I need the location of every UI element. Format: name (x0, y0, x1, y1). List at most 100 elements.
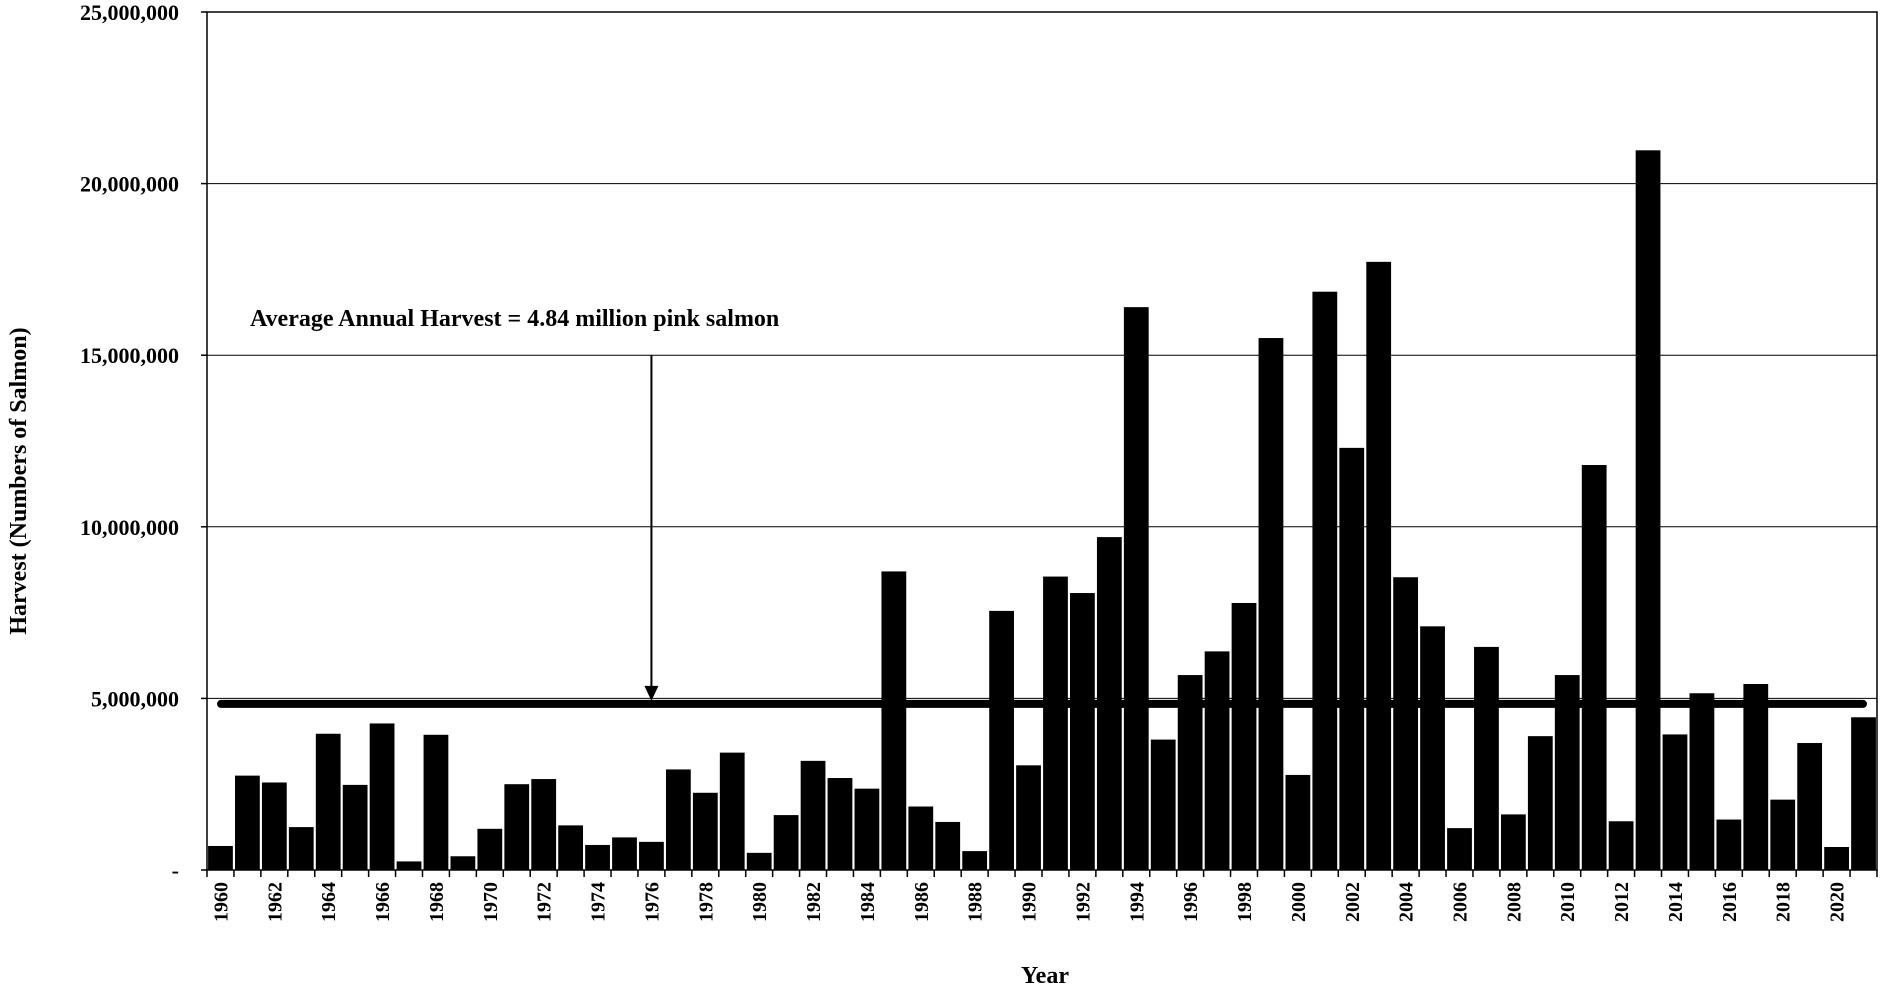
bar-2011 (1581, 465, 1607, 870)
bar-1979 (719, 752, 745, 870)
bar-1992 (1070, 593, 1095, 870)
bar-2021 (1851, 717, 1876, 870)
x-tick-label: 1980 (749, 882, 771, 922)
x-tick-label: 2020 (1827, 882, 1849, 922)
bar-2006 (1447, 828, 1472, 870)
bar-2012 (1608, 821, 1634, 870)
x-tick-label: 2014 (1665, 882, 1687, 922)
x-tick-label: 1974 (588, 882, 610, 922)
bar-1971 (504, 784, 530, 870)
x-tick-label: 2002 (1342, 882, 1364, 922)
y-axis-ticks: - 5,000,000 10,000,000 15,000,000 20,000,000… (80, 0, 207, 883)
bar-2007 (1474, 646, 1499, 870)
bar-1977 (665, 769, 691, 870)
y-tick-label: 10,000,000 (80, 515, 179, 540)
x-tick-label: 2010 (1557, 882, 1579, 922)
x-tick-label: 1984 (857, 882, 879, 922)
y-tick-label: 5,000,000 (91, 686, 179, 711)
y-tick-label: 20,000,000 (80, 172, 179, 197)
x-tick-label: 2018 (1773, 882, 1795, 922)
x-tick-label: 1978 (695, 882, 717, 922)
x-tick-label: 2008 (1503, 882, 1525, 922)
bar-1994 (1123, 307, 1149, 870)
x-tick-label: 2012 (1611, 882, 1633, 922)
x-tick-label: 1992 (1072, 882, 1094, 922)
bar-1990 (1016, 765, 1041, 870)
bar-2003 (1366, 261, 1392, 871)
bar-2008 (1500, 814, 1526, 870)
bar-2015 (1689, 693, 1715, 870)
bar-1991 (1043, 576, 1068, 870)
bar-2016 (1716, 819, 1742, 870)
x-tick-label: 2006 (1450, 882, 1472, 922)
x-tick-label: 1962 (264, 882, 286, 922)
bar-2018 (1770, 799, 1796, 870)
bar-2014 (1662, 734, 1688, 870)
bar-2009 (1527, 736, 1553, 870)
bar-1975 (612, 837, 637, 870)
x-axis-ticks: 1960 1962 1964 1966 1968 1970 1972 1974 1976 1978… (206, 870, 1878, 922)
x-tick-label: 1990 (1019, 882, 1041, 922)
bar-1969 (450, 856, 476, 870)
bar-1988 (962, 851, 988, 870)
bar-2002 (1339, 447, 1365, 870)
x-tick-label: 2000 (1288, 882, 1310, 922)
bar-1973 (558, 825, 584, 870)
bar-1974 (585, 844, 610, 870)
annotation-text: Average Annual Harvest = 4.84 million pi… (250, 306, 779, 332)
bar-2020 (1824, 847, 1849, 870)
plot-frame (206, 11, 1878, 871)
bar-1976 (639, 841, 664, 870)
x-tick-label: 1970 (480, 882, 502, 922)
bar-1981 (773, 815, 799, 870)
bar-1978 (692, 792, 718, 870)
x-tick-label: 1972 (534, 882, 556, 922)
bar-1960 (208, 845, 233, 870)
bar-1967 (396, 861, 422, 870)
x-tick-label: 1994 (1126, 882, 1148, 922)
bar-2004 (1393, 577, 1419, 870)
bar-1985 (881, 571, 907, 870)
bar-2005 (1420, 626, 1445, 870)
bar-1961 (235, 775, 260, 870)
bar-1989 (989, 610, 1014, 870)
x-tick-label: 1976 (641, 882, 663, 922)
x-tick-label: 1986 (911, 882, 933, 922)
bar-1999 (1258, 338, 1284, 870)
bar-1980 (746, 852, 772, 870)
bar-2013 (1635, 150, 1661, 870)
y-tick-label: 15,000,000 (80, 343, 179, 368)
bar-1982 (800, 760, 826, 870)
x-tick-label: 2004 (1396, 882, 1418, 922)
bar-1987 (935, 821, 961, 870)
bar-2017 (1743, 683, 1769, 870)
x-tick-label: 1960 (210, 882, 232, 922)
gridlines (207, 183, 1877, 699)
bar-1997 (1204, 651, 1230, 870)
bar-1998 (1231, 602, 1257, 870)
bar-2000 (1285, 774, 1311, 870)
bar-1965 (342, 784, 368, 870)
bar-1968 (423, 734, 449, 870)
bar-2001 (1312, 291, 1338, 871)
y-tick-label: 25,000,000 (80, 0, 179, 25)
bar-1972 (531, 779, 557, 870)
bar-1986 (908, 806, 934, 870)
x-tick-label: 1964 (318, 882, 340, 922)
x-axis-title: Year (1021, 963, 1069, 989)
x-tick-label: 1998 (1234, 882, 1256, 922)
bar-1963 (288, 827, 314, 870)
bar-2019 (1797, 743, 1823, 870)
bar-1964 (315, 733, 341, 870)
x-tick-label: 1988 (965, 882, 987, 922)
y-tick-label: - (172, 858, 179, 883)
annotation-arrow-head (644, 685, 659, 701)
bar-1962 (261, 782, 287, 870)
x-tick-label: 1982 (803, 882, 825, 922)
bar-1970 (477, 828, 503, 870)
bar-1984 (854, 788, 880, 870)
x-tick-label: 1966 (372, 882, 394, 922)
y-axis-title: Harvest (Numbers of Salmon) (6, 327, 32, 634)
x-tick-label: 1996 (1180, 882, 1202, 922)
